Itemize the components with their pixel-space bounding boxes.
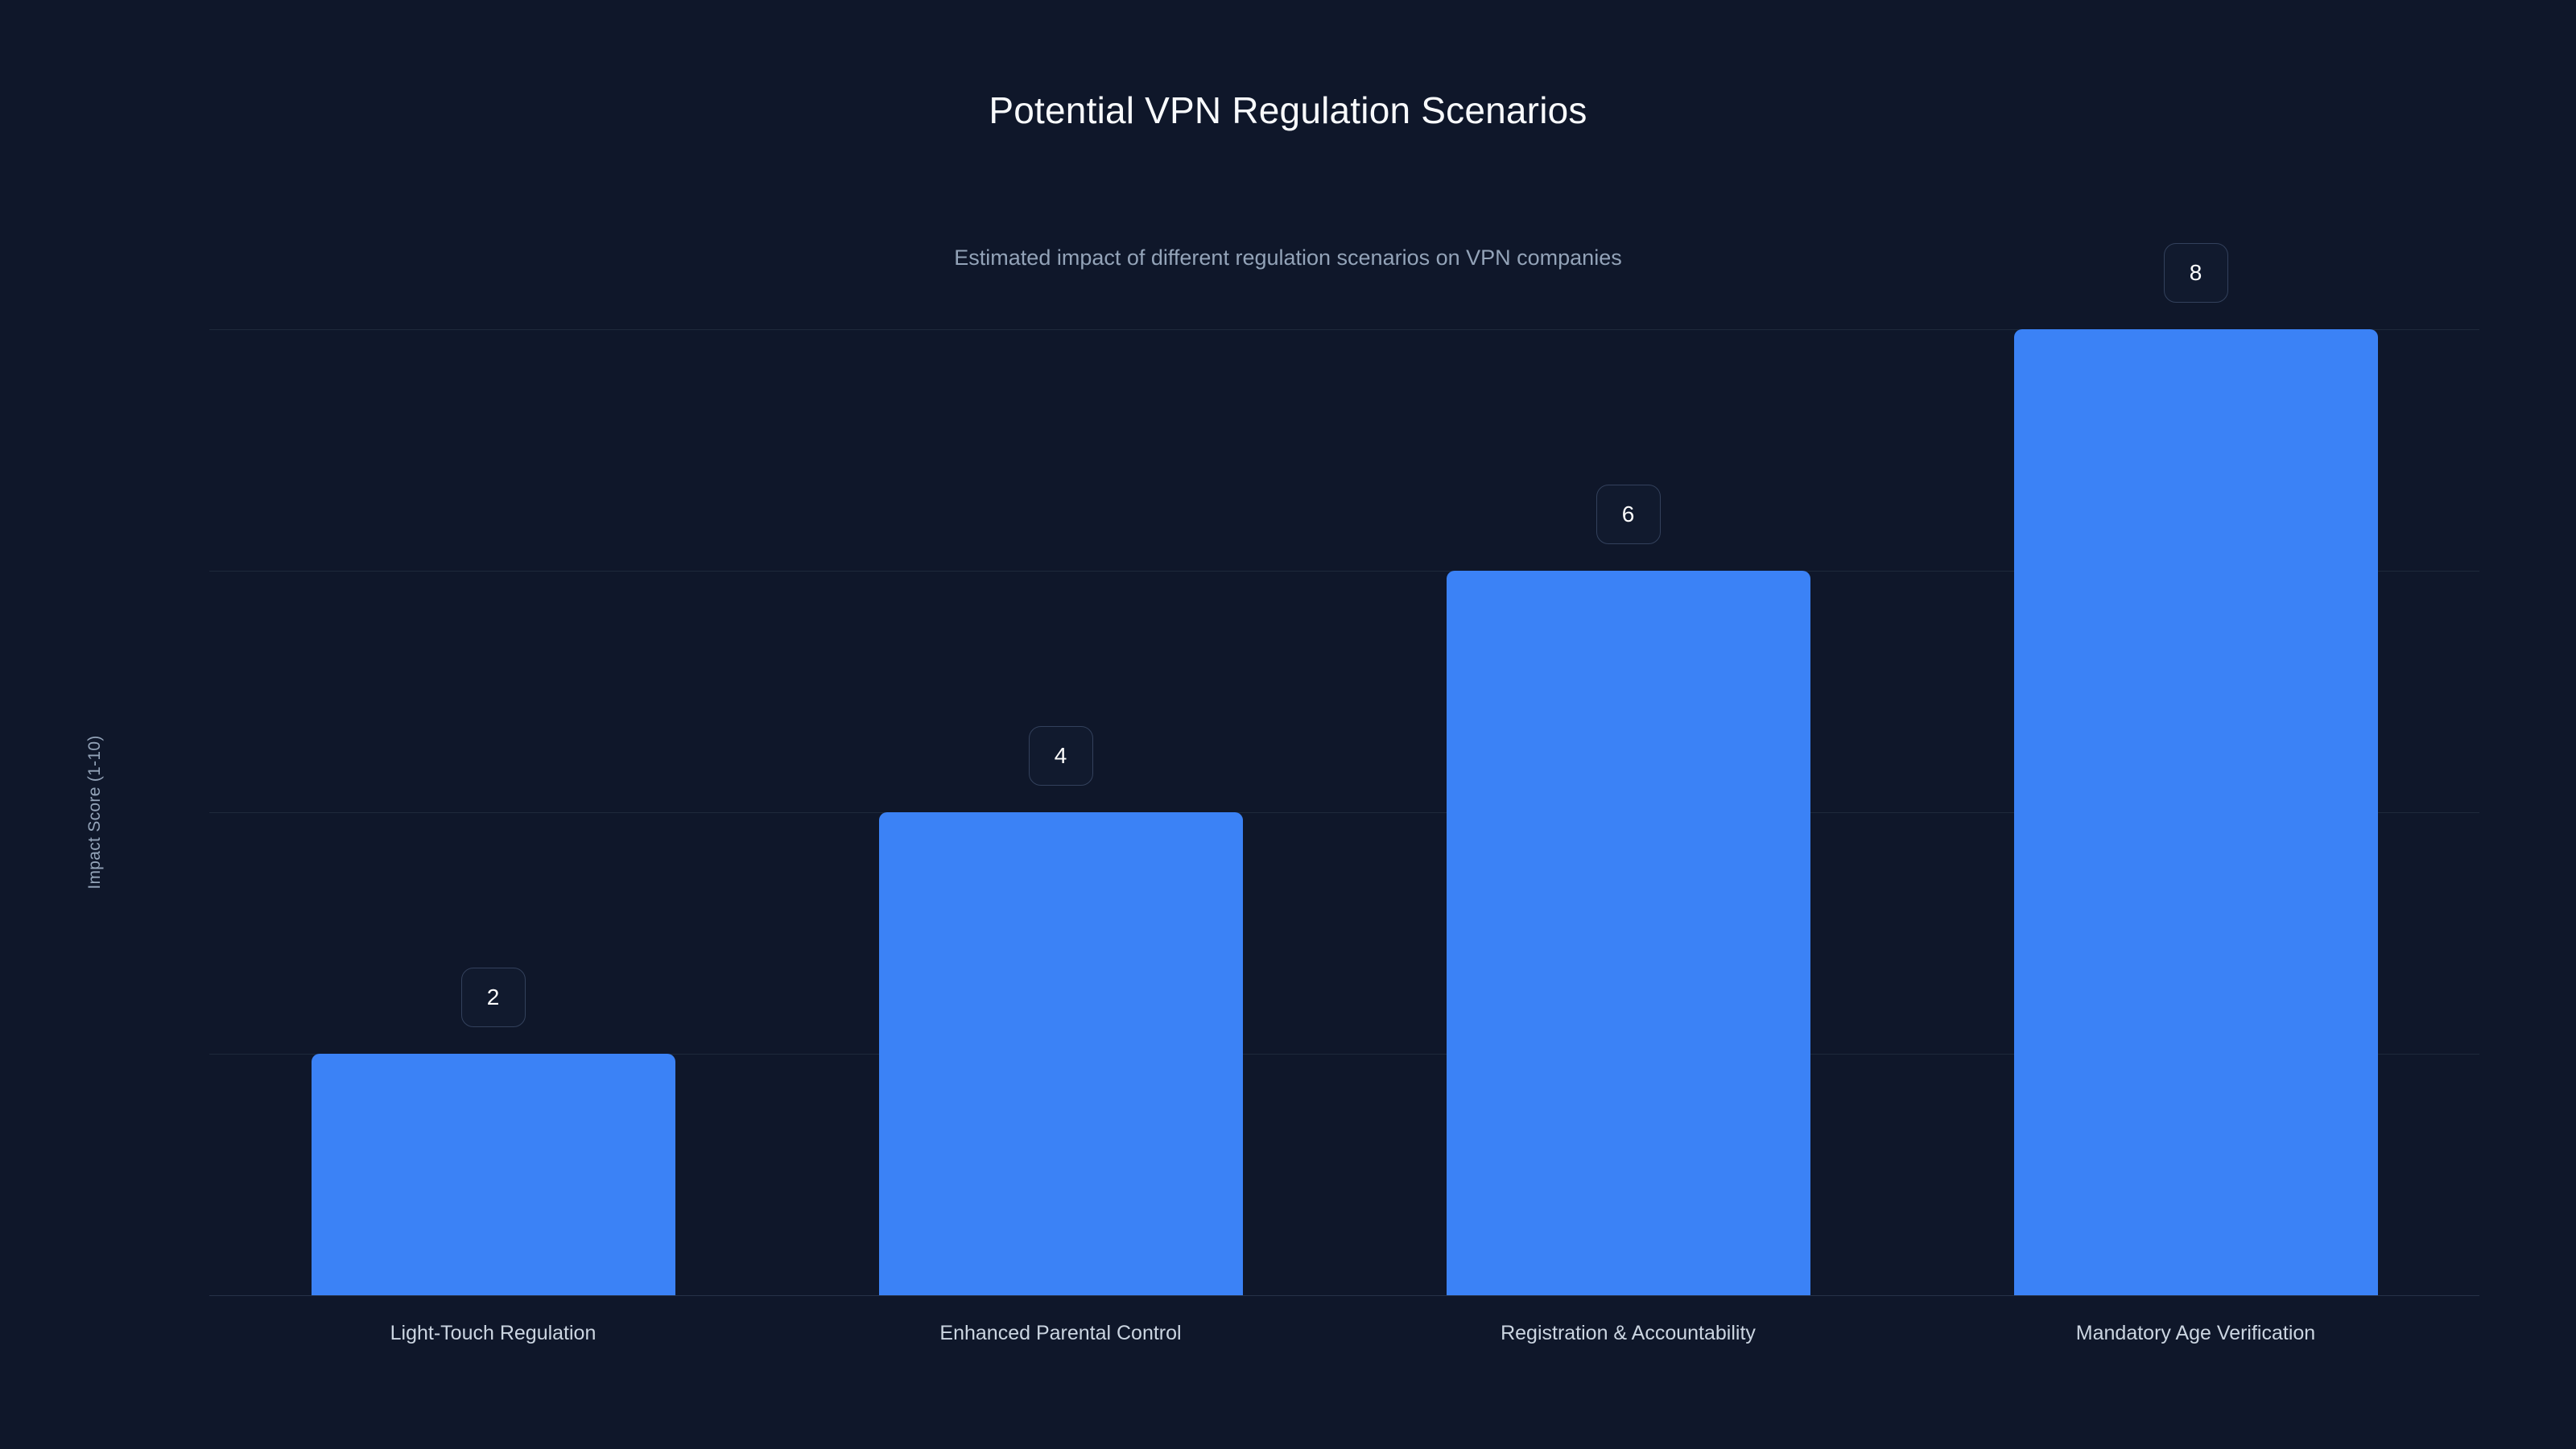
bar[interactable] (878, 812, 1243, 1295)
chart-title: Potential VPN Regulation Scenarios (989, 89, 1587, 131)
chart-subtitle: Estimated impact of different regulation… (954, 246, 1622, 270)
x-axis-category-label: Mandatory Age Verification (2075, 1322, 2316, 1344)
bar-slot: 2 Light-Touch Regulation (311, 329, 675, 1344)
bar-slot: 4 Enhanced Parental Control (878, 329, 1243, 1344)
gridline-2 (209, 1054, 2479, 1055)
bar-value-badge: 4 (1028, 726, 1093, 786)
bar-slot: 6 Registration & Accountability (1446, 329, 1810, 1344)
gridline-6 (209, 571, 2479, 572)
bar-value-badge: 2 (460, 968, 526, 1027)
gridline-4 (209, 812, 2479, 813)
gridline-0 (209, 1295, 2479, 1296)
y-axis-title: Impact Score (1-10) (85, 735, 104, 890)
bar[interactable] (2013, 329, 2378, 1295)
bar[interactable] (311, 1054, 675, 1295)
gridline-8 (209, 329, 2479, 330)
x-axis-category-label: Registration & Accountability (1501, 1322, 1756, 1344)
bar-slot: 8 Mandatory Age Verification (2013, 243, 2378, 1344)
x-axis-category-label: Enhanced Parental Control (939, 1322, 1182, 1344)
bar-value-badge: 8 (2163, 243, 2228, 303)
bar-value-badge: 6 (1596, 485, 1661, 544)
bar[interactable] (1446, 571, 1810, 1295)
x-axis-category-label: Light-Touch Regulation (390, 1322, 597, 1344)
